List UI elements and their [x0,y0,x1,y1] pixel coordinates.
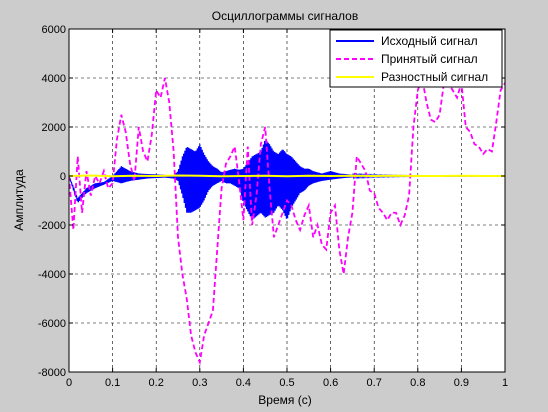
series-layer [69,74,505,366]
legend-label: Принятый сигнал [381,52,478,66]
x-tick-label: 0.3 [192,377,207,389]
series-line-received [69,74,505,366]
series-line-difference [69,174,505,178]
y-tick-label: 6000 [42,24,66,36]
legend: Исходный сигнал Принятый сигнал Разностный… [329,29,503,88]
x-tick-label: 0 [66,377,72,389]
x-tick-label: 0.4 [236,377,251,389]
legend-entry-difference: Разностный сигнал [336,70,488,84]
y-tick-label: 0 [60,171,66,183]
x-tick-label: 0.2 [149,377,164,389]
y-tick-label: 2000 [42,122,66,134]
x-tick-label: 0.5 [279,377,294,389]
x-tick-label: 0.9 [454,377,469,389]
x-tick-label: 0.8 [410,377,425,389]
y-tick-label: -6000 [38,318,66,330]
legend-entry-original: Исходный сигнал [336,34,478,48]
x-tick-label: 1 [502,377,508,389]
y-tick-label: -4000 [38,269,66,281]
chart-title: Осциллограммы сигналов [212,9,358,23]
legend-label: Исходный сигнал [381,34,478,48]
y-tick-label: -8000 [38,367,66,379]
y-tick-label: 4000 [42,73,66,85]
x-axis-label: Время (с) [258,393,311,407]
x-tick-label: 0.7 [367,377,382,389]
x-tick-label: 0.6 [323,377,338,389]
legend-entry-received: Принятый сигнал [336,52,478,66]
legend-label: Разностный сигнал [381,70,488,84]
x-tick-label: 0.1 [105,377,120,389]
y-axis-label: Амплитуда [12,169,26,231]
y-tick-label: -2000 [38,220,66,232]
axis-ticks: 0 0.1 0.2 0.3 0.4 0.5 0.6 0.7 0.8 0.9 1 -8000 -6000 -… [38,24,508,389]
